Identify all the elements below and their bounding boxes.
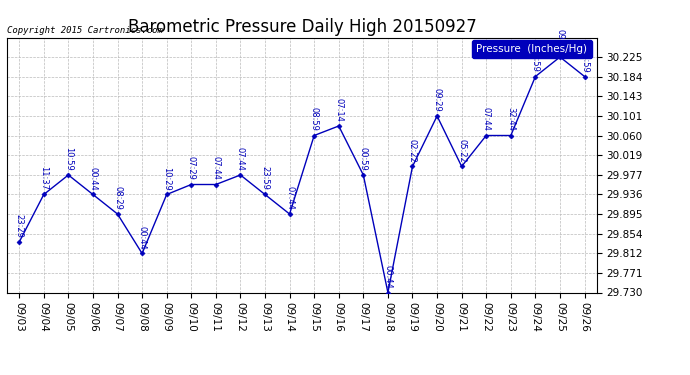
Text: 00:44: 00:44 xyxy=(137,226,146,249)
Text: 05:22: 05:22 xyxy=(457,138,466,162)
Text: 07:44: 07:44 xyxy=(211,156,220,180)
Text: 10:29: 10:29 xyxy=(162,166,171,190)
Text: 11:37: 11:37 xyxy=(39,166,48,190)
Text: 09:60: 09:60 xyxy=(555,29,564,53)
Text: 07:14: 07:14 xyxy=(334,98,343,122)
Text: 10:59: 10:59 xyxy=(64,147,73,171)
Text: 32:44: 32:44 xyxy=(506,108,515,131)
Text: Copyright 2015 Cartronics.com: Copyright 2015 Cartronics.com xyxy=(7,26,163,35)
Text: 08:59: 08:59 xyxy=(310,108,319,131)
Text: 23:29: 23:29 xyxy=(14,214,23,238)
Text: 07:29: 07:29 xyxy=(187,156,196,180)
Title: Barometric Pressure Daily High 20150927: Barometric Pressure Daily High 20150927 xyxy=(128,18,476,36)
Text: 09:29: 09:29 xyxy=(433,88,442,112)
Text: 00:44: 00:44 xyxy=(384,265,393,288)
Text: 23:59: 23:59 xyxy=(261,166,270,190)
Text: 07:59: 07:59 xyxy=(531,48,540,72)
Text: 07:44: 07:44 xyxy=(236,147,245,171)
Text: 02:22: 02:22 xyxy=(408,138,417,162)
Text: 00:44: 00:44 xyxy=(88,166,97,190)
Text: 08:29: 08:29 xyxy=(113,186,122,210)
Text: 07:44: 07:44 xyxy=(482,108,491,131)
Text: 00:59: 00:59 xyxy=(359,147,368,171)
Text: 07:44: 07:44 xyxy=(285,186,294,210)
Legend: Pressure  (Inches/Hg): Pressure (Inches/Hg) xyxy=(473,40,591,58)
Text: 09:59: 09:59 xyxy=(580,49,589,72)
